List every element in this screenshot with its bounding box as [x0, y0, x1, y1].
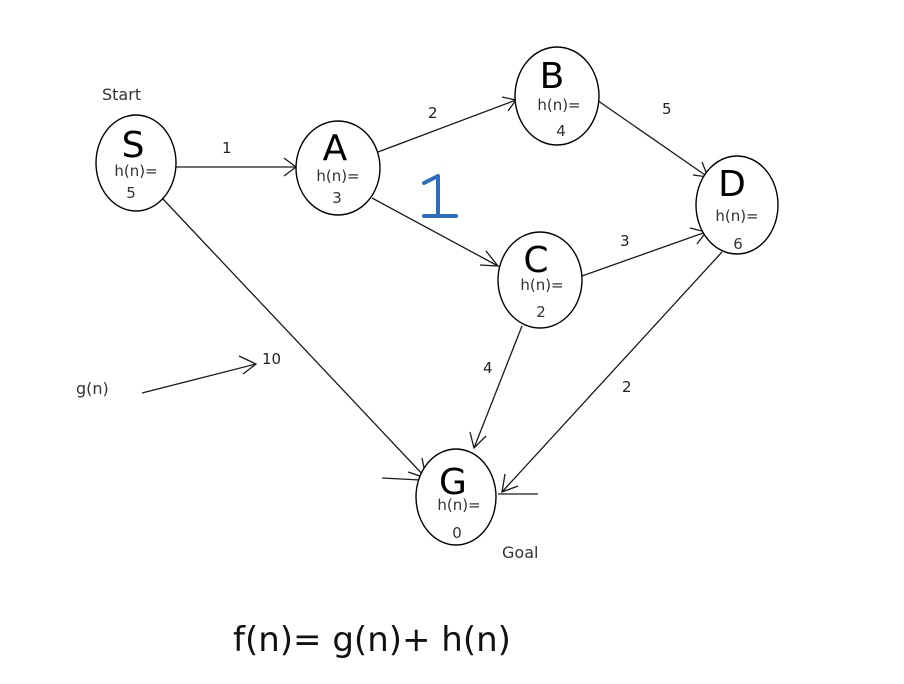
goal-label: Goal [502, 543, 538, 562]
g-n-pointer-arrow [141, 355, 258, 394]
node-a-h-value: 3 [332, 189, 342, 207]
formula-text: f(n)= g(n)+ h(n) [233, 620, 511, 660]
edge-weight-a-b: 2 [428, 104, 438, 122]
edge-s-g [161, 197, 427, 479]
node-c-h-value: 2 [536, 303, 546, 321]
edge-b-d [593, 97, 710, 178]
edge-d-g [501, 251, 723, 494]
node-c-letter: C [523, 240, 548, 281]
node-b: B h(n)= 4 [514, 46, 600, 146]
node-d-letter: D [718, 164, 746, 205]
node-d-h-label: h(n)= [715, 207, 758, 225]
edge-c-d [581, 227, 708, 277]
node-s-letter: S [122, 125, 145, 166]
edge-a-c [371, 197, 500, 267]
edge-weight-c-g: 4 [483, 359, 493, 377]
node-a-letter: A [323, 128, 348, 169]
node-d: D h(n)= 6 [695, 155, 779, 255]
handwritten-edge-weight-annotation [422, 174, 458, 218]
node-c-h-label: h(n)= [520, 276, 563, 294]
node-s: S h(n)= 5 [95, 114, 177, 212]
edge-weight-c-d: 3 [620, 232, 630, 250]
node-c: C h(n)= 2 [497, 231, 583, 329]
node-s-h-label: h(n)= [114, 162, 157, 180]
node-g-h-value: 0 [452, 524, 462, 542]
g-n-label: g(n) [76, 379, 109, 398]
edge-weight-s-g: 10 [262, 350, 281, 368]
node-g: G h(n)= 0 [415, 448, 497, 546]
node-g-h-label: h(n)= [437, 496, 480, 514]
edge-weight-b-d: 5 [662, 100, 672, 118]
edge-s-a [176, 157, 298, 177]
node-d-h-value: 6 [733, 235, 743, 253]
node-g-letter: G [439, 462, 467, 503]
edge-weight-d-g: 2 [622, 378, 632, 396]
edge-weight-s-a: 1 [222, 139, 232, 157]
start-label: Start [102, 85, 141, 104]
edge-a-b [377, 96, 518, 153]
node-b-letter: B [540, 56, 565, 97]
edge-stub-left-of-g [381, 477, 421, 481]
node-a: A h(n)= 3 [295, 120, 381, 216]
node-s-h-value: 5 [126, 184, 136, 202]
edge-c-g [469, 325, 523, 450]
node-b-h-value: 4 [556, 122, 566, 140]
node-b-h-label: h(n)= [537, 96, 580, 114]
node-a-h-label: h(n)= [316, 167, 359, 185]
